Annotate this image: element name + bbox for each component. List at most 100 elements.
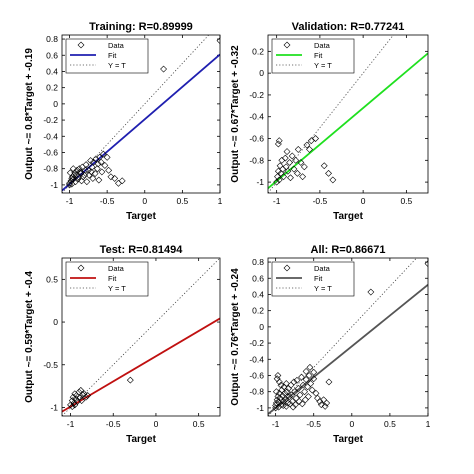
data-point xyxy=(289,403,297,411)
data-point xyxy=(281,154,289,162)
data-point xyxy=(76,393,84,401)
legend-box xyxy=(65,261,149,297)
x-tick-label: 0 xyxy=(349,419,354,429)
data-point xyxy=(273,178,281,186)
data-point xyxy=(367,288,375,296)
data-point xyxy=(276,378,283,386)
legend-data-marker xyxy=(77,264,85,272)
y-tick-label: 0.6 xyxy=(46,50,58,60)
legend-data-marker xyxy=(283,264,291,272)
data-point xyxy=(284,167,292,175)
data-point xyxy=(101,162,109,169)
data-point xyxy=(68,403,76,411)
data-point xyxy=(76,168,84,176)
data-point xyxy=(295,397,303,405)
data-point xyxy=(291,388,299,396)
legend-identity-label: Y = T xyxy=(314,61,332,70)
legend-data-label: Data xyxy=(108,41,125,50)
data-point xyxy=(325,169,332,177)
data-point xyxy=(301,388,308,396)
y-axis-label: Output ~= 0.8*Target + -0.19 xyxy=(24,48,35,180)
data-point xyxy=(283,148,291,156)
subplot-3: -1 -0.5 0 0.5 1 -1 -0.8 -0.6 -0.4 -0.2 0 0.2 0.4 0.6 0… xyxy=(230,244,431,445)
legend-data-marker xyxy=(77,41,85,49)
data-point xyxy=(273,396,281,404)
data-point xyxy=(280,383,288,391)
data-point xyxy=(325,378,333,386)
identity-line xyxy=(268,258,418,416)
data-point xyxy=(299,381,307,389)
x-axis-label: Target xyxy=(126,434,156,445)
y-tick-label: 0.8 xyxy=(252,257,264,267)
data-point xyxy=(82,393,90,401)
y-tick-label: 0.2 xyxy=(252,46,264,56)
y-tick-label: 0 xyxy=(53,99,58,109)
data-point xyxy=(89,174,97,182)
data-point xyxy=(316,397,324,405)
y-tick-label: -1 xyxy=(50,402,58,412)
fit-line xyxy=(62,317,220,413)
plot-title: Validation: R=0.77241 xyxy=(292,21,405,33)
y-tick-label: 0.4 xyxy=(252,289,264,299)
data-point xyxy=(282,380,290,388)
data-point xyxy=(277,381,285,389)
data-point xyxy=(290,165,298,173)
data-point xyxy=(72,178,79,186)
x-tick-label: 0 xyxy=(142,196,147,206)
x-tick-label: 0.5 xyxy=(176,196,188,206)
y-tick-label: -0.8 xyxy=(249,155,264,165)
plot-content xyxy=(62,35,220,193)
x-tick-label: 1 xyxy=(218,196,223,206)
y-tick-label: -1 xyxy=(50,180,58,190)
data-point xyxy=(69,165,77,173)
legend-fit-label: Fit xyxy=(108,51,117,60)
data-point xyxy=(288,152,296,160)
data-point xyxy=(302,368,310,375)
plot-frame xyxy=(61,257,221,417)
data-point xyxy=(292,156,300,164)
data-point xyxy=(83,178,91,186)
data-point xyxy=(81,166,89,174)
data-point xyxy=(293,169,301,177)
y-tick-label: 0 xyxy=(259,322,264,332)
data-point xyxy=(280,173,287,181)
y-tick-label: -0.6 xyxy=(43,147,58,157)
x-tick-label: 0.5 xyxy=(384,419,396,429)
data-point xyxy=(306,363,314,371)
data-point xyxy=(74,175,82,183)
legend-identity-label: Y = T xyxy=(314,284,332,293)
data-point xyxy=(97,158,105,166)
data-point xyxy=(95,176,103,184)
data-point xyxy=(300,163,308,171)
data-point xyxy=(310,368,318,376)
data-point xyxy=(272,388,280,396)
data-point xyxy=(282,396,289,404)
data-point xyxy=(304,393,312,400)
data-point xyxy=(305,372,313,379)
plot-title: Training: R=0.89999 xyxy=(89,21,193,33)
data-point xyxy=(307,380,315,388)
data-point xyxy=(78,397,86,405)
data-point xyxy=(296,391,304,399)
legend-data-label: Data xyxy=(108,264,125,273)
legend-fit-label: Fit xyxy=(108,274,117,283)
data-point xyxy=(85,171,93,179)
fit-line xyxy=(268,52,428,190)
y-tick-label: -0.4 xyxy=(43,131,58,141)
data-point xyxy=(298,400,306,408)
data-point xyxy=(298,373,305,381)
legend-identity-label: Y = T xyxy=(108,61,126,70)
x-axis-label: Target xyxy=(333,434,363,445)
x-axis-label: Target xyxy=(126,211,156,222)
y-tick-label: 0 xyxy=(259,68,264,78)
data-point xyxy=(107,173,115,181)
subplot-1: -1 -0.5 0 0.5 -1 -0.8 -0.6 -0.4 -0.2 0 0.2 Validati… xyxy=(230,21,429,222)
data-point xyxy=(103,153,111,161)
data-point xyxy=(79,391,86,399)
x-tick-label: -1 xyxy=(67,419,75,429)
data-point xyxy=(98,168,106,176)
y-tick-label: 0.5 xyxy=(46,274,58,284)
